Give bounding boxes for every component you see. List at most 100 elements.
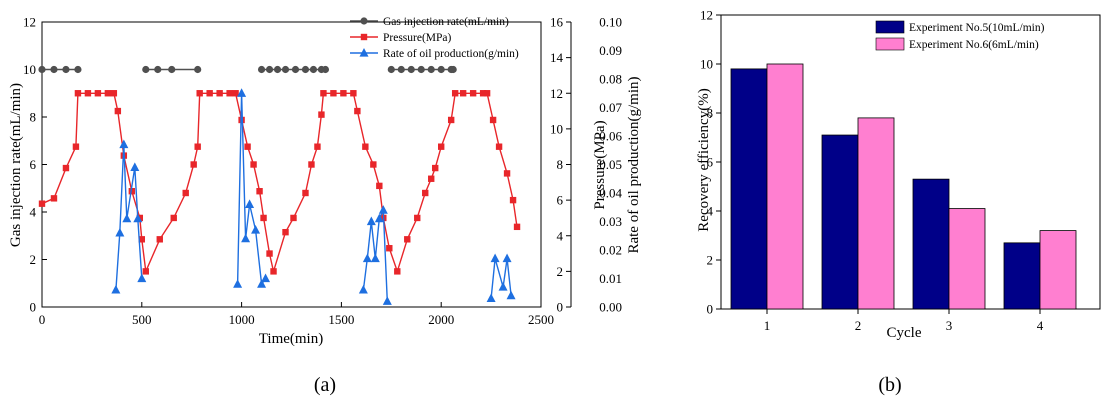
chart-a-series-1-point — [206, 90, 213, 97]
chart-a-series-2-point — [498, 282, 508, 291]
chart-a-xtick-label: 2500 — [528, 312, 554, 327]
chart-a-series-1-point — [451, 90, 459, 97]
chart-a-series-0-point — [397, 65, 405, 74]
chart-a-series-1-point — [432, 164, 439, 172]
chart-a-series-1-point — [422, 189, 429, 197]
chart-a-series-2-point — [506, 290, 516, 300]
chart-a-legend-label: Gas injection rate(mL/min) — [383, 16, 509, 28]
chart-a-legend-marker — [359, 48, 369, 57]
chart-b-ytick-label: 6 — [707, 155, 714, 170]
chart-b-legend-label: Experiment No.6(6mL/min) — [909, 39, 1039, 51]
chart-a-series-1-point — [250, 161, 257, 168]
chart-b-legend: Experiment No.5(10mL/min) Experiment No.6… — [875, 20, 1045, 51]
chart-a-series-0-point — [257, 65, 266, 74]
chart-a-series-1-point — [370, 161, 377, 168]
chart-a-series-2-point — [378, 205, 388, 214]
chart-a-left-tick-label: 4 — [30, 205, 37, 220]
chart-a-right1-tick-label: 6 — [557, 193, 564, 208]
chart-b-ylabel: Recovery efficiency(%) — [696, 88, 712, 231]
chart-a-right2-label: Rate of oil production(g/min) — [626, 76, 642, 253]
chart-a-series-0-point — [437, 65, 445, 74]
chart-a-series-1-point — [232, 90, 239, 97]
chart-a-series-1-point — [266, 250, 273, 257]
chart-b-ytick-label: 0 — [707, 302, 714, 317]
chart-a-xtick-label: 1500 — [328, 312, 354, 327]
chart-a-series-1-point — [128, 188, 136, 195]
chart-a-right1-tick-label: 2 — [557, 264, 564, 279]
chart-a-right2-tick-label: 0.06 — [599, 129, 622, 144]
chart-a-right1-tick-label: 0 — [557, 300, 564, 315]
chart-a-panel-label: (a) — [314, 374, 336, 396]
chart-a-series-1-point — [194, 143, 201, 150]
chart-a-series-0-point — [74, 65, 82, 74]
chart-a-series-0-point — [301, 65, 310, 74]
chart-b-bar-1 — [766, 63, 804, 310]
chart-a-xtick-label: 1000 — [229, 312, 255, 327]
chart-a-xtick-label: 0 — [39, 312, 46, 327]
chart-a-series-1-point — [459, 90, 467, 97]
chart-a-series-1-point — [282, 228, 289, 236]
chart-a-series-1-point — [354, 107, 361, 115]
chart-a-series-1-point — [438, 143, 445, 150]
chart-a-series-2-point — [362, 253, 372, 263]
chart-a-legend-label: Rate of oil production(g/min) — [383, 48, 519, 60]
chart-b-bar-1 — [857, 117, 895, 310]
chart-a-series-0-point — [449, 65, 457, 74]
chart-b-legend-swatch — [875, 20, 905, 34]
chart-a-series-1-point — [256, 188, 263, 195]
chart-a-series-1-point — [94, 90, 102, 97]
chart-a-right2-tick-label: 0.10 — [599, 15, 622, 30]
chart-a-series-2-point — [122, 213, 132, 223]
chart-a-series-2-point — [115, 227, 125, 237]
chart-a-left-tick-label: 10 — [23, 62, 36, 77]
chart-a-right2-tick-label: 0.04 — [599, 186, 622, 201]
chart-a-series-1-point — [244, 143, 251, 150]
chart-a-right1-tick-label: 16 — [550, 15, 564, 30]
chart-a-series-1-point — [110, 90, 118, 97]
chart-a-series-2-point — [251, 225, 261, 234]
chart-a-right2-tick-label: 0.00 — [599, 300, 622, 315]
chart-a-series-1-point — [260, 214, 267, 222]
chart-a-right2-tick-label: 0.07 — [599, 100, 622, 115]
chart-a-series-1-point — [38, 200, 46, 207]
chart-a-series-2-point — [237, 88, 247, 97]
chart-b-xtick-label: 2 — [855, 318, 862, 333]
chart-a-right2-tick-label: 0.08 — [599, 72, 622, 87]
chart-b-xtick-label: 4 — [1037, 318, 1044, 333]
chart-a-series-2-point — [241, 233, 251, 243]
chart-a-series-0-point — [194, 65, 202, 74]
chart-a-series-0-point — [321, 65, 330, 74]
chart-a-series-0-point — [265, 65, 274, 74]
chart-a-series-2-point — [130, 162, 140, 171]
chart-a-frame — [41, 21, 542, 308]
chart-a-series-2-point — [382, 296, 392, 305]
chart-a-series-0-point — [309, 65, 318, 74]
chart-a-series-1-point — [318, 111, 325, 118]
chart-a-series-1-point — [414, 214, 421, 222]
chart-b-ytick-label: 8 — [707, 106, 714, 121]
chart-a-series-1-point — [226, 90, 233, 97]
chart-a-legend-marker — [360, 17, 368, 25]
chart-b-ytick-label: 2 — [707, 253, 714, 268]
chart-a-series-2-point — [245, 199, 255, 208]
chart-a-series-1-point — [509, 196, 517, 204]
chart-a-series-1-point — [376, 182, 383, 190]
chart-a-series-2-point — [374, 213, 384, 223]
chart-a-series-1-point — [196, 90, 203, 97]
chart-a-legend-label: Pressure(MPa) — [383, 32, 452, 44]
chart-b-legend-swatch — [875, 37, 905, 51]
chart-a-series-1-point — [190, 161, 197, 168]
chart-a-left-tick-label: 12 — [23, 15, 36, 30]
chart-a-series-1-point — [290, 214, 297, 222]
chart-a-right1-tick-label: 12 — [550, 86, 563, 101]
chart-a-left-label: Gas injection rate(mL/min) — [8, 83, 24, 247]
chart-a-right1-label: Pressure(MPa) — [592, 120, 608, 209]
chart-a-xlabel: Time(min) — [259, 331, 323, 347]
chart-a-series-1-point — [513, 223, 521, 231]
chart-b-bar-0 — [821, 134, 859, 310]
chart-a-series-1-point — [386, 245, 393, 252]
chart-a-right2-tick-label: 0.09 — [599, 43, 622, 58]
chart-a-series-1-point — [182, 189, 189, 197]
